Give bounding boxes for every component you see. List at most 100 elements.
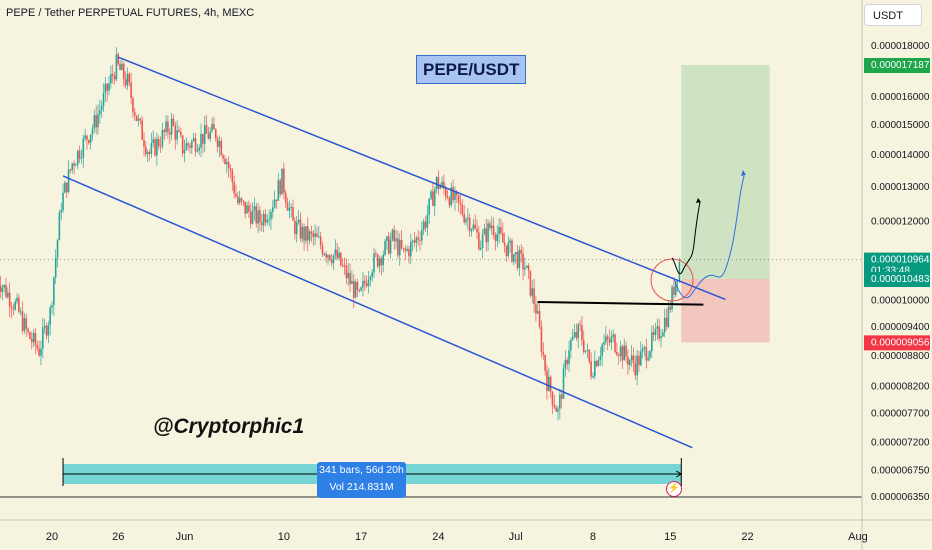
candle-body (454, 191, 456, 200)
projection-path-blue (673, 175, 745, 299)
candle-body (652, 332, 655, 335)
currency-button[interactable]: USDT (864, 4, 922, 26)
candle-body (310, 231, 313, 234)
candle-body (474, 224, 476, 229)
candle-body (505, 245, 508, 256)
candle-body (371, 272, 373, 278)
candle-body (393, 229, 396, 242)
candle-body (345, 265, 348, 279)
x-tick-label: Jul (509, 531, 523, 543)
candle-body (415, 237, 418, 243)
candle-body (218, 141, 221, 147)
candle-body (272, 207, 274, 212)
candle-body (224, 158, 226, 164)
candle-body (573, 332, 576, 337)
candle-body (84, 135, 86, 139)
candle-body (323, 254, 326, 256)
y-tick-label: 0.000015000 (871, 120, 930, 131)
candle-body (316, 233, 318, 237)
candle-body (312, 233, 315, 237)
y-tick-label: 0.000006750 (871, 466, 930, 477)
candle-body (502, 233, 504, 243)
candle-body (492, 225, 495, 236)
candle-body (619, 346, 622, 357)
candle-body (34, 332, 37, 346)
candle-body (146, 152, 149, 155)
candle-body (485, 228, 488, 243)
target-price-label: 0.000017187 (871, 60, 930, 71)
candles (0, 47, 681, 421)
candle-body (27, 328, 29, 333)
y-tick-label: 0.000006350 (871, 492, 930, 503)
candle-body (295, 222, 298, 235)
candle-body (334, 249, 337, 256)
y-tick-label: 0.000013000 (871, 182, 930, 193)
candle-body (594, 361, 596, 377)
candle-body (623, 345, 626, 361)
candle-body (168, 132, 171, 135)
candle-body (533, 288, 535, 305)
candle-body (647, 357, 649, 361)
candle-body (513, 254, 515, 262)
candle-body (286, 202, 289, 211)
candle-body (402, 247, 405, 249)
candle-body (588, 349, 591, 362)
candle-body (378, 258, 381, 267)
candle-body (167, 121, 169, 133)
candle-body (358, 289, 361, 291)
y-tick-label: 0.000008800 (871, 351, 930, 362)
candle-body (51, 305, 53, 308)
candle-body (595, 361, 598, 366)
candle-body (465, 219, 467, 223)
candle-body (410, 242, 412, 257)
candle-body (559, 394, 561, 409)
candle-body (238, 198, 241, 203)
candle-body (636, 355, 638, 376)
candle-body (461, 204, 464, 215)
candle-body (207, 133, 210, 139)
candle-body (191, 141, 193, 148)
candle-body (154, 139, 156, 156)
candle-body (651, 332, 653, 352)
candle-body (135, 115, 138, 121)
x-tick-label: 17 (355, 531, 367, 543)
lightning-icon[interactable]: ⚡ (666, 481, 682, 497)
candle-body (601, 344, 603, 356)
candle-body (614, 334, 616, 352)
candle-body (211, 124, 213, 132)
y-tick-label: 0.000018000 (871, 41, 930, 52)
candle-body (318, 236, 320, 238)
candle-body (187, 143, 189, 146)
x-tick-label: 15 (664, 531, 676, 543)
candle-body (356, 282, 359, 290)
candle-body (663, 317, 666, 333)
candle-body (196, 150, 199, 152)
candle-body (264, 213, 267, 223)
candle-body (439, 186, 442, 189)
candle-body (336, 249, 338, 259)
candle-body (395, 238, 397, 242)
candle-body (124, 79, 127, 86)
candle-body (341, 265, 344, 267)
candle-body (509, 240, 511, 243)
candle-body (65, 182, 68, 193)
candle-body (476, 228, 478, 233)
candle-body (183, 149, 186, 154)
candle-body (67, 169, 70, 193)
candle-body (456, 191, 458, 196)
candle-body (553, 404, 556, 408)
candle-body (235, 193, 237, 197)
candle-body (577, 324, 580, 339)
candle-body (514, 252, 517, 255)
candle-body (226, 161, 228, 164)
x-tick-label: 8 (590, 531, 596, 543)
candle-body (3, 284, 5, 288)
candle-body (108, 83, 110, 91)
candle-body (617, 354, 620, 357)
candle-body (616, 351, 618, 355)
candle-body (156, 139, 158, 156)
candle-body (343, 265, 346, 267)
stop-price-label: 0.000009056 (871, 337, 930, 348)
candle-body (0, 285, 2, 292)
candle-body (213, 124, 215, 130)
